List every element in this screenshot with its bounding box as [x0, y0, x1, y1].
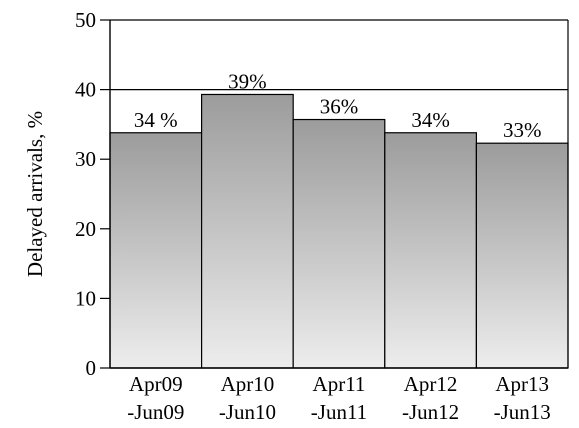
category-label-3-0: Apr12 [404, 372, 458, 396]
bar-1 [201, 93, 294, 369]
y-tick-label-4: 40 [75, 78, 96, 102]
y-tick-label-1: 10 [75, 286, 96, 310]
y-axis-title: Delayed arrivals, % [23, 111, 47, 277]
category-label-2-1: -Jun11 [311, 400, 367, 424]
category-label-0-1: -Jun09 [127, 400, 184, 424]
data-label-3: 34% [411, 108, 450, 132]
y-tick-label-3: 30 [75, 147, 96, 171]
bar-2 [292, 118, 386, 369]
data-label-1: 39% [228, 69, 267, 93]
category-label-4-1: -Jun13 [494, 400, 551, 424]
bar-0 [109, 132, 203, 369]
bar-4 [475, 142, 569, 369]
axes-layer [100, 19, 569, 369]
category-label-3-1: -Jun12 [402, 400, 459, 424]
y-tick-label-5: 50 [75, 8, 96, 32]
y-tick-label-0: 0 [86, 356, 97, 380]
data-label-4: 33% [503, 118, 542, 142]
category-label-2-0: Apr11 [313, 372, 366, 396]
y-tick-label-2: 20 [75, 217, 96, 241]
category-label-1-1: -Jun10 [219, 400, 276, 424]
category-label-0-0: Apr09 [129, 372, 183, 396]
category-label-1-0: Apr10 [221, 372, 275, 396]
labels-layer: 34 % Apr09 -Jun09 39% Apr10 -Jun10 36% Apr11 -Ju… [23, 8, 551, 424]
category-label-4-0: Apr13 [495, 372, 549, 396]
data-label-0: 34 % [134, 108, 178, 132]
bar-3 [384, 132, 477, 369]
data-label-2: 36% [320, 95, 359, 119]
bars-layer [109, 93, 569, 369]
